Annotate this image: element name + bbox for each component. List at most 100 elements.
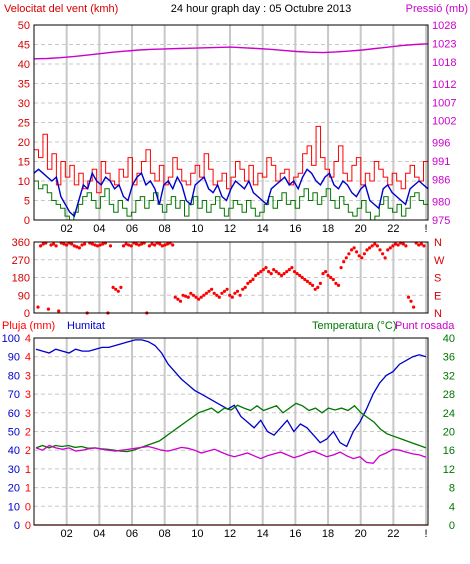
wind-y-tick: 15 <box>18 157 30 169</box>
wind-chart-x-tick: 20 <box>355 223 367 235</box>
wind-dir-point <box>362 252 366 256</box>
wind-dir-point <box>111 285 115 289</box>
wind-dir-point <box>72 244 76 248</box>
wind-dir-point <box>222 289 227 293</box>
wind-dir-point <box>313 287 317 291</box>
wind-dir-point <box>365 248 369 252</box>
humidity-chart-frame <box>33 337 429 526</box>
wind-y-tick: 40 <box>18 59 30 71</box>
wind-dir-point <box>178 299 183 303</box>
wind-dir-point <box>134 242 138 246</box>
wind-dir-point <box>93 243 97 247</box>
dir-chart-frame <box>33 241 429 314</box>
wind-dir-point <box>75 245 79 249</box>
wind-chart-x-tick: 04 <box>93 223 105 235</box>
wind-dir-point <box>282 272 286 276</box>
wind-chart-x-tick: 22 <box>387 223 399 235</box>
rain-y-tick: 4 <box>25 333 31 345</box>
wind-dir-point <box>272 268 276 272</box>
humidity-y-tick: 100 <box>2 333 20 345</box>
wind-dir-point <box>62 242 66 246</box>
wind-dir-point <box>215 293 219 297</box>
humidity-chart-x-tick: 20 <box>355 528 367 540</box>
temperature-y-tick: 12 <box>443 464 455 476</box>
humidity-chart-x-tick: ! <box>425 528 428 540</box>
rain-y-tick: 0 <box>25 520 31 532</box>
wind-dir-point <box>147 244 151 248</box>
wind-dir-point <box>173 295 177 299</box>
humidity-chart-x-tick: 14 <box>257 528 269 540</box>
wind-y-tick: 35 <box>18 79 30 91</box>
wind-dir-point <box>375 244 379 248</box>
wind-dir-point <box>77 246 81 250</box>
wind-dir-point <box>46 307 51 311</box>
temperature-axis-label: Temperatura (°C) <box>312 320 396 332</box>
rain-y-tick: 3 <box>25 389 31 401</box>
wind-dir-point <box>220 291 224 295</box>
wind-dir-point <box>339 266 343 270</box>
pressure-y-tick: 1002 <box>432 116 456 128</box>
pressure-y-tick: 1007 <box>432 97 456 109</box>
wind-dir-point <box>108 244 113 248</box>
wind-dir-point <box>357 254 361 258</box>
wind-dir-point <box>409 299 413 303</box>
chart-title: 24 hour graph day : 05 Octubre 2013 <box>171 3 351 15</box>
humidity-chart-x-tick: 18 <box>322 528 334 540</box>
humidity-y-tick: 50 <box>8 427 20 439</box>
wind-dir-point <box>324 270 328 274</box>
wind-chart-x-tick: 14 <box>257 223 269 235</box>
wind-dir-point <box>308 281 312 285</box>
wind-dir-point <box>124 242 128 246</box>
wind-dir-point <box>39 244 43 248</box>
wind-dir-point <box>64 243 69 247</box>
wind-dir-point <box>269 272 273 276</box>
wind-chart-frame <box>33 24 429 221</box>
dir-y-tick: 270 <box>12 255 30 267</box>
pressure-axis-label: Pressió (mb) <box>406 3 468 15</box>
humidity-chart-x-tick: 10 <box>191 528 203 540</box>
temperature-y-tick: 16 <box>443 445 455 457</box>
wind-dir-point <box>352 246 356 250</box>
wind-dir-point <box>279 273 284 278</box>
wind-dir-point <box>243 285 247 289</box>
wind-dir-point <box>49 243 53 247</box>
wind-dir-point <box>401 242 405 246</box>
temperature-y-tick: 40 <box>443 333 455 345</box>
wind-dir-point <box>241 287 245 291</box>
humidity-y-tick: 60 <box>8 408 20 420</box>
wind-chart-x-tick: 10 <box>191 223 203 235</box>
temperature-y-tick: 8 <box>449 483 455 495</box>
wind-dir-point <box>285 270 289 274</box>
temperature-y-tick: 28 <box>443 389 455 401</box>
wind-dir-point <box>121 244 126 248</box>
wind-dir-point <box>129 244 133 248</box>
wind-dir-point <box>251 277 255 282</box>
wind-dir-point <box>194 295 198 299</box>
dir-y-tick: 90 <box>18 290 30 302</box>
wind-dir-point <box>373 242 377 246</box>
pressure-line <box>33 43 429 60</box>
rain-y-tick: 1 <box>25 464 31 476</box>
wind-dir-point <box>98 243 102 247</box>
dir-y-tick: 180 <box>12 273 30 285</box>
wind-dir-point <box>230 295 234 299</box>
wind-dir-point <box>186 295 190 299</box>
wind-dir-point <box>181 293 185 297</box>
wind-dir-point <box>393 242 398 246</box>
pressure-y-tick: 1018 <box>432 57 456 69</box>
rain-y-tick: 2 <box>25 427 31 439</box>
wind-dir-point <box>412 305 416 309</box>
wind-dir-point <box>303 277 307 282</box>
wind-dir-point <box>318 281 322 285</box>
wind-dir-point <box>41 242 45 246</box>
wind-dir-point <box>171 243 175 247</box>
wind-y-tick: 5 <box>24 196 30 208</box>
pressure-y-tick: 975 <box>432 215 450 227</box>
humidity-y-tick: 70 <box>8 389 20 401</box>
wind-axis-label: Velocitat del vent (kmh) <box>4 3 118 15</box>
wind-dir-point <box>383 256 387 260</box>
wind-dir-point <box>298 273 302 278</box>
temperature-y-tick: 24 <box>443 408 455 420</box>
wind-dir-point <box>290 266 294 270</box>
wind-y-tick: 20 <box>18 137 30 149</box>
